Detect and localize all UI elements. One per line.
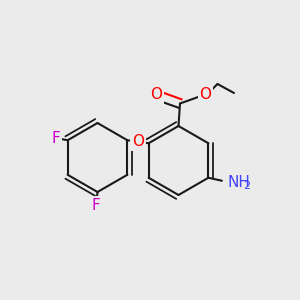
Text: 2: 2 [244,181,250,191]
Text: O: O [150,87,162,102]
Text: O: O [200,87,211,102]
Text: NH: NH [228,175,251,190]
Text: F: F [92,198,100,213]
Text: O: O [132,134,144,149]
Text: F: F [51,131,60,146]
